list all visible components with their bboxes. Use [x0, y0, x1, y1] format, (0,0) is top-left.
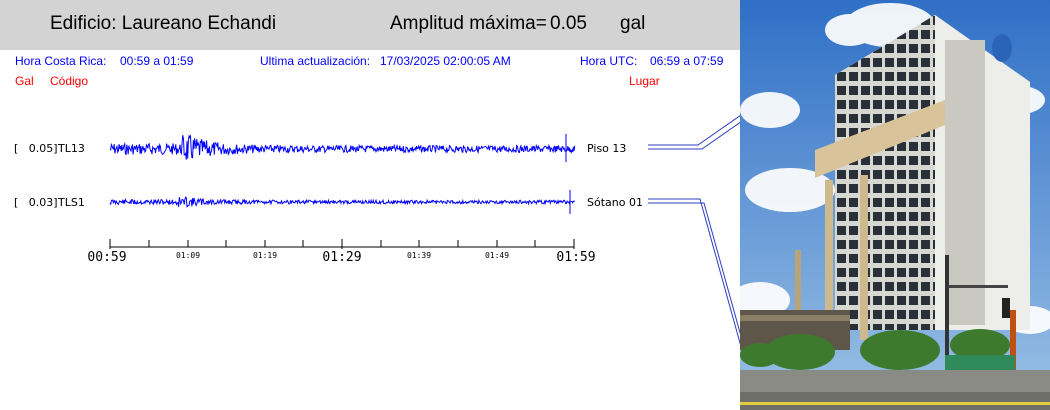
time-tick-minor: 01:19	[253, 251, 277, 260]
building-title: Edificio: Laureano Echandi	[50, 13, 277, 34]
channel-amplitude: [ 0.03]	[14, 196, 58, 209]
header-bar: Edificio: Laureano Echandi Amplitud máxi…	[0, 0, 740, 50]
time-tick-major: 00:59	[87, 250, 126, 265]
column-header-gal: Gal	[15, 74, 34, 88]
channel-amplitude: [ 0.05]	[14, 142, 58, 155]
channel-place: Piso 13	[587, 142, 627, 155]
seismogram-panel: 00:59 01:29 01:59 01:09 01:19 01:39 01:4…	[87, 115, 740, 345]
time-tick-major: 01:29	[322, 250, 361, 265]
max-amplitude-value: 0.05	[550, 13, 587, 34]
channel-place: Sótano 01	[587, 196, 643, 209]
column-header-code: Código	[50, 74, 89, 88]
max-amplitude-label: Amplitud máxima=	[390, 13, 547, 34]
leader-line	[648, 115, 740, 150]
last-update-label: Ultima actualización:	[260, 54, 371, 68]
utc-time-label: Hora UTC:	[580, 54, 638, 68]
channel-code: TLS1	[58, 196, 85, 209]
seismic-trace	[109, 196, 576, 208]
time-tick-minor: 01:49	[485, 251, 509, 260]
time-tick-major: 01:59	[556, 250, 595, 265]
seismic-trace	[109, 134, 576, 160]
last-update-value: 17/03/2025 02:00:05 AM	[380, 54, 511, 68]
local-time-label: Hora Costa Rica:	[15, 54, 107, 68]
building-photo	[740, 0, 1050, 410]
utc-time-range: 06:59 a 07:59	[650, 54, 724, 68]
time-axis: 00:59 01:29 01:59 01:09 01:19 01:39 01:4…	[87, 239, 596, 265]
local-time-range: 00:59 a 01:59	[120, 54, 194, 68]
time-tick-minor: 01:39	[407, 251, 431, 260]
leader-line	[648, 198, 740, 345]
time-tick-minor: 01:09	[176, 251, 200, 260]
column-header-place: Lugar	[629, 74, 660, 88]
channel-code: TL13	[58, 142, 85, 155]
max-amplitude-unit: gal	[620, 13, 646, 34]
